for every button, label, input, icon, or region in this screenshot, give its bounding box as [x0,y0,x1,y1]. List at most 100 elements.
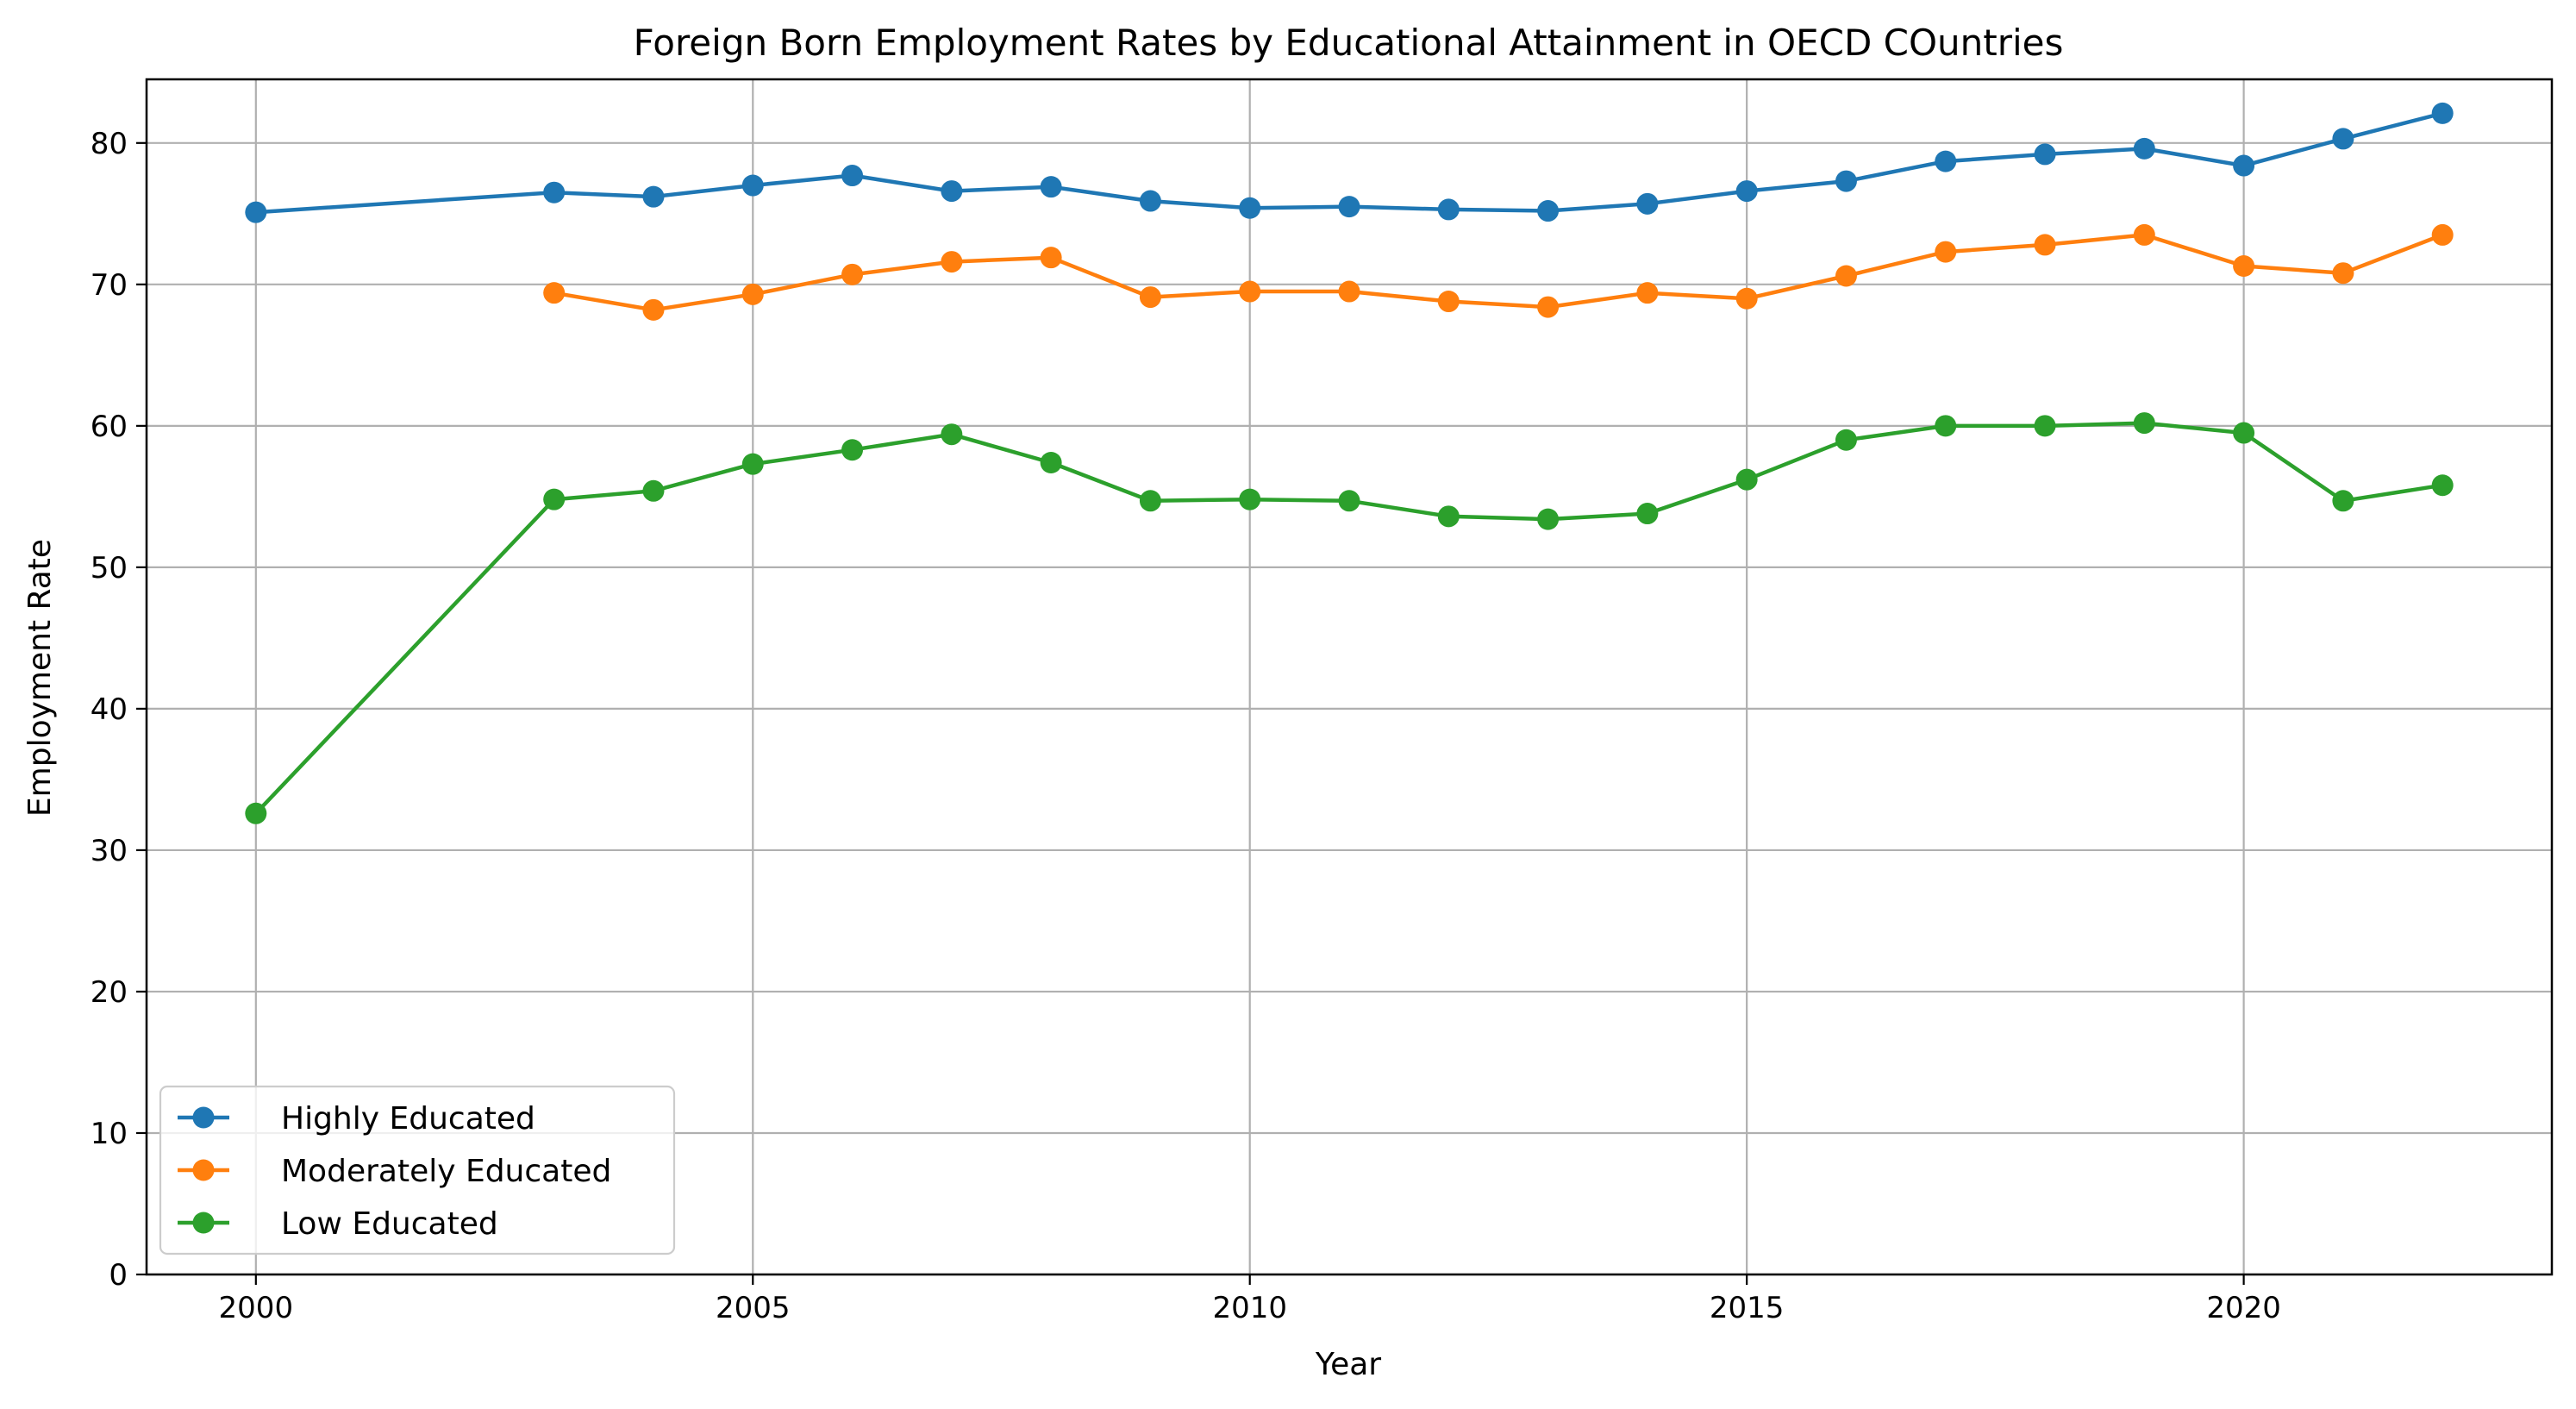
y-axis-label: Employment Rate [22,539,58,817]
data-point-highly-educated [1835,170,1857,192]
data-point-low-educated [1537,508,1560,530]
series-line-moderately-educated [553,233,2444,312]
legend-item: Highly Educated [178,1101,535,1137]
legend-item: Moderately Educated [178,1154,611,1189]
data-point-low-educated [1835,429,1857,451]
data-point-low-educated [1139,490,1161,512]
legend-label: Moderately Educated [281,1154,611,1189]
legend-label: Highly Educated [281,1101,535,1137]
y-tick-label: 20 [91,975,128,1010]
data-point-low-educated [741,453,764,475]
data-point-moderately-educated [1935,241,1957,263]
data-point-low-educated [2034,415,2056,437]
data-point-low-educated [941,423,963,446]
y-axis-ticks: 0 10 20 30 40 50 60 70 80 [91,127,147,1293]
data-point-moderately-educated [642,298,665,321]
data-point-low-educated [2233,422,2255,444]
data-point-low-educated [1735,468,1758,491]
data-point-highly-educated [741,174,764,197]
data-point-highly-educated [642,185,665,208]
y-tick-label: 50 [91,551,128,586]
data-point-highly-educated [1735,180,1758,203]
data-point-highly-educated [1040,176,1062,198]
data-point-moderately-educated [2034,234,2056,256]
data-point-moderately-educated [1437,291,1460,313]
y-tick-label: 80 [91,127,128,161]
data-point-moderately-educated [841,263,864,285]
legend: Highly Educated Moderately Educated Low Ed… [159,1085,676,1256]
data-point-low-educated [1437,505,1460,528]
legend-marker [192,1159,215,1181]
data-point-low-educated [2133,412,2155,435]
x-tick-label: 2020 [2206,1291,2281,1325]
data-point-moderately-educated [1537,296,1560,318]
series-moderately-educated [543,223,2454,321]
data-point-moderately-educated [2431,223,2454,246]
legend-marker [192,1212,215,1234]
data-point-highly-educated [245,201,267,223]
data-point-low-educated [1935,415,1957,437]
data-point-moderately-educated [2233,255,2255,278]
data-point-moderately-educated [1636,282,1659,304]
data-point-highly-educated [1338,196,1360,218]
x-tick-label: 2015 [1710,1291,1785,1325]
data-point-low-educated [2431,474,2454,497]
data-point-highly-educated [2332,128,2354,150]
data-point-moderately-educated [1735,287,1758,310]
data-point-highly-educated [543,181,566,204]
y-tick-label: 10 [91,1117,128,1151]
chart-title: Foreign Born Employment Rates by Educati… [634,22,2064,64]
series-low-educated [245,412,2454,824]
data-point-low-educated [1338,490,1360,512]
data-point-moderately-educated [741,283,764,305]
data-point-moderately-educated [1239,280,1261,303]
legend-item: Low Educated [178,1206,498,1242]
data-point-highly-educated [2431,102,2454,124]
series-highly-educated [245,102,2454,223]
legend-marker [192,1106,215,1129]
data-point-moderately-educated [1835,265,1857,287]
plot-frame [145,78,2554,1276]
data-point-moderately-educated [941,251,963,273]
data-point-low-educated [841,439,864,461]
data-point-moderately-educated [2133,223,2155,246]
data-point-highly-educated [941,180,963,203]
data-point-highly-educated [2133,137,2155,160]
data-point-highly-educated [2233,154,2255,177]
data-point-moderately-educated [1040,247,1062,269]
data-point-moderately-educated [543,282,566,304]
data-point-highly-educated [2034,143,2056,166]
data-point-highly-educated [1139,190,1161,212]
data-point-highly-educated [1537,200,1560,222]
data-point-moderately-educated [1338,280,1360,303]
data-point-highly-educated [1935,150,1957,172]
y-tick-label: 60 [91,410,128,444]
series-layer [245,102,2454,824]
data-point-low-educated [1239,488,1261,510]
x-axis-ticks: 2000 2005 2010 2015 2020 [219,1274,2281,1325]
data-point-low-educated [1636,503,1659,525]
y-tick-label: 40 [91,692,128,727]
data-point-highly-educated [1239,197,1261,219]
y-tick-label: 30 [91,834,128,868]
x-tick-label: 2010 [1212,1291,1287,1325]
data-point-low-educated [543,488,566,510]
data-point-moderately-educated [2332,262,2354,285]
data-point-highly-educated [1437,198,1460,221]
legend-label: Low Educated [281,1206,498,1242]
data-point-low-educated [1040,452,1062,474]
data-point-highly-educated [1636,192,1659,215]
x-tick-label: 2005 [716,1291,791,1325]
legend-box [159,1085,676,1256]
data-point-moderately-educated [1139,286,1161,309]
data-point-highly-educated [841,165,864,187]
y-tick-label: 70 [91,268,128,303]
data-point-low-educated [245,802,267,824]
x-tick-label: 2000 [219,1291,294,1325]
x-axis-label: Year [1315,1347,1381,1382]
y-tick-label: 0 [109,1258,128,1293]
series-line-low-educated [254,421,2443,815]
data-point-low-educated [642,479,665,502]
data-point-low-educated [2332,490,2354,512]
